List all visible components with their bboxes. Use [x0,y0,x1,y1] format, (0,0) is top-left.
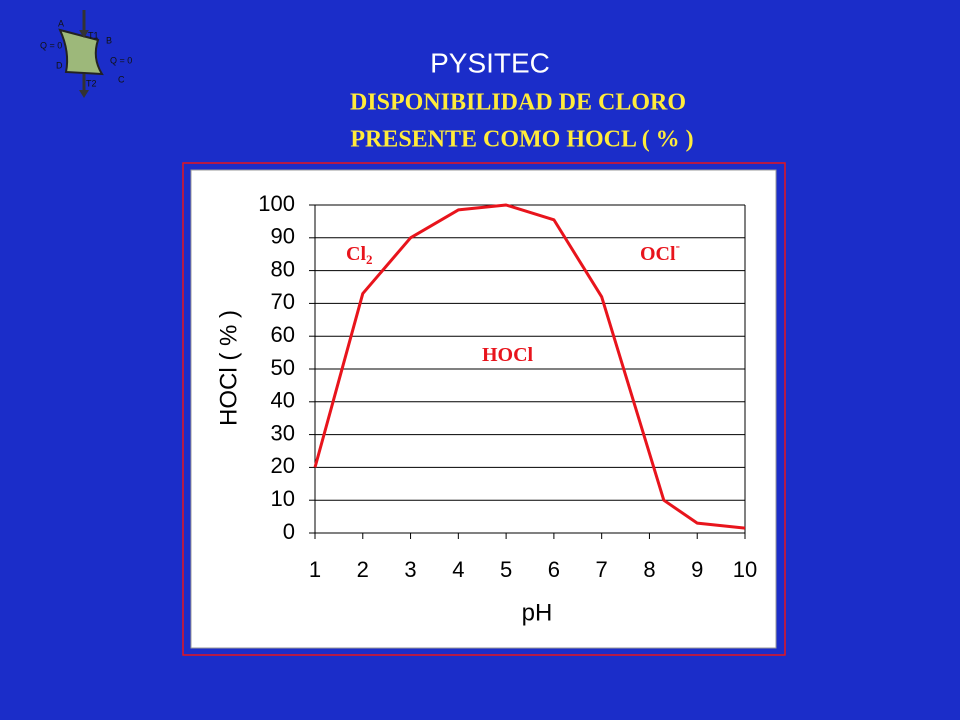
annotation: HOCl [482,344,534,366]
annotation: OCl- [640,238,680,265]
title: PRESENTE COMO HOCL ( % ) [350,127,693,153]
logo-label: C [118,74,125,84]
logo-label: T2 [86,78,97,88]
y-tick-label: 20 [271,453,295,478]
x-tick-label: 7 [596,557,608,582]
annotation-sup: - [676,238,680,253]
x-tick-label: 3 [404,557,416,582]
y-tick-label: 50 [271,355,295,380]
line [313,203,746,530]
arrow-head [79,90,89,98]
y-tick-label: 10 [271,486,295,511]
x-tick-label: 1 [309,557,321,582]
x-tick-label: 4 [452,557,464,582]
x-tick-label: 6 [548,557,560,582]
logo-label: D [56,60,63,70]
y-tick-label: 80 [271,256,295,281]
logo-label: A [58,18,64,28]
chart-panel [190,169,777,649]
y-tick-label: 40 [271,388,295,413]
logo-label: T1 [88,30,99,40]
y-tick-label: 100 [258,191,295,216]
chart-frame [182,162,786,656]
annotation: Cl2 [346,243,373,267]
logo-label: B [106,35,112,45]
y-tick-label: 30 [271,420,295,445]
y-tick-label: 0 [283,519,295,544]
x-axis-label: pH [522,599,553,626]
title: DISPONIBILIDAD DE CLORO [350,90,686,116]
x-tick-label: 2 [357,557,369,582]
annotation-text: Cl [346,243,366,265]
annotation-text: OCl [640,243,676,265]
y-tick-label: 90 [271,224,295,249]
header: PYSITEC [430,47,550,78]
y-tick-label: 70 [271,289,295,314]
arrow-head [79,30,89,38]
y-tick-label: 60 [271,322,295,347]
cycle-shape [58,28,104,76]
annotation-sub: 2 [366,252,373,267]
x-tick-label: 10 [733,557,757,582]
logo-label: Q = 0 [40,40,62,50]
logo-label: Q = 0 [110,55,132,65]
x-tick-label: 9 [691,557,703,582]
logo: A B C D T1 T2 Q = 0 Q = 0 [40,10,132,98]
x-tick-label: 8 [643,557,655,582]
y-axis-label: HOCl ( % ) [215,310,242,426]
annotation-text: HOCl [482,344,534,366]
x-tick-label: 5 [500,557,512,582]
